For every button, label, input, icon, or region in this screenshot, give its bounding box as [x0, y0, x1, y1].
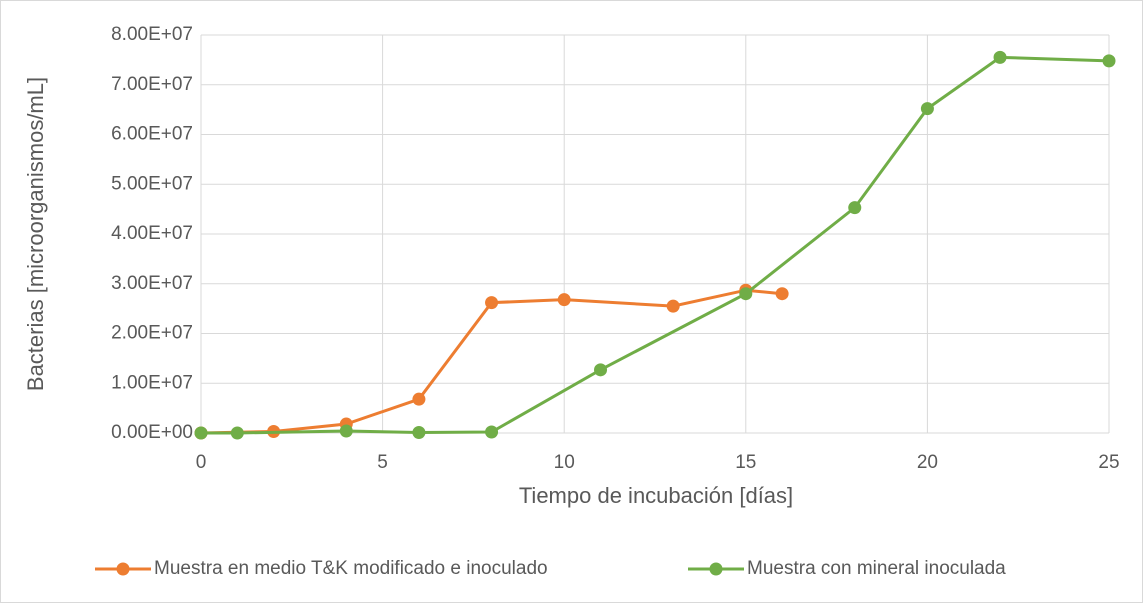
y-tick-label: 7.00E+07 [111, 74, 193, 95]
legend-label: Muestra en medio T&K modificado e inocul… [154, 558, 548, 579]
data-point [412, 392, 426, 406]
x-tick-label: 15 [735, 452, 756, 473]
x-tick-label: 0 [196, 452, 207, 473]
legend-label: Muestra con mineral inoculada [747, 558, 1006, 579]
y-tick-label: 3.00E+07 [111, 273, 193, 294]
x-tick-label: 10 [554, 452, 575, 473]
x-tick-label: 20 [917, 452, 938, 473]
data-point [1102, 54, 1116, 68]
legend-marker [709, 562, 723, 576]
x-tick-label: 5 [377, 452, 388, 473]
y-tick-label: 8.00E+07 [111, 24, 193, 45]
data-point [993, 50, 1007, 64]
data-point [848, 201, 862, 215]
data-point [594, 363, 608, 377]
y-tick-label: 6.00E+07 [111, 124, 193, 145]
y-tick-label: 1.00E+07 [111, 372, 193, 393]
data-point [920, 102, 934, 116]
legend-marker [116, 562, 130, 576]
x-tick-label: 25 [1098, 452, 1119, 473]
data-point [194, 426, 208, 440]
data-point [230, 426, 244, 440]
data-point [557, 293, 571, 307]
data-point [412, 426, 426, 440]
y-axis-title: Bacterias [microorganismos/mL] [23, 77, 48, 391]
x-axis-title: Tiempo de incubación [días] [519, 483, 793, 508]
y-tick-label: 2.00E+07 [111, 323, 193, 344]
data-point [666, 299, 680, 313]
y-tick-label: 0.00E+00 [111, 422, 193, 443]
data-point [775, 287, 789, 301]
data-point [485, 296, 499, 310]
y-tick-label: 4.00E+07 [111, 223, 193, 244]
y-tick-label: 5.00E+07 [111, 173, 193, 194]
data-point [339, 424, 353, 438]
data-point [739, 287, 753, 301]
data-point [485, 425, 499, 439]
